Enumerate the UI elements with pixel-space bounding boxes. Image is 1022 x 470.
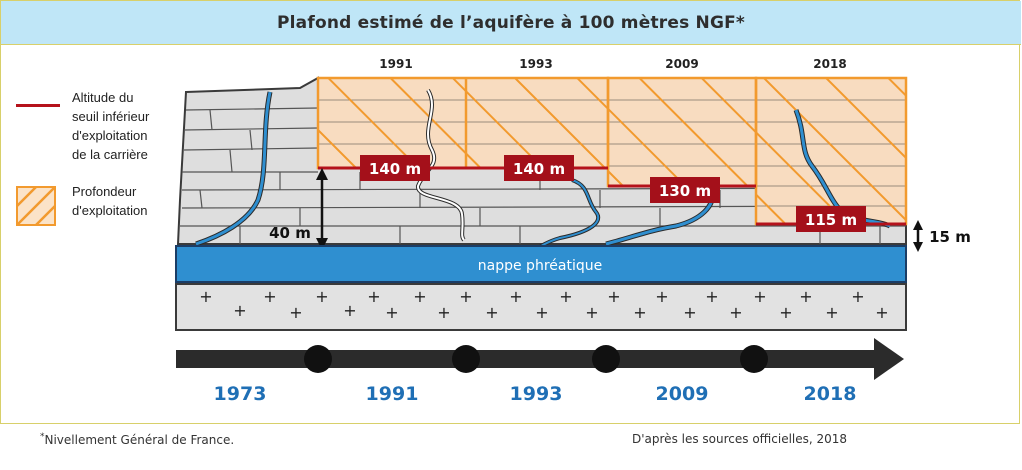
svg-text:+: + [683,303,696,322]
timeline-bar [176,350,876,368]
svg-text:+: + [729,303,742,322]
legend-threshold-line-1: Altitude du [72,90,134,105]
seuil-label-1: 140 m [360,155,430,181]
title-bar: Plafond estimé de l’aquifère à 100 mètre… [1,1,1021,45]
svg-text:+: + [779,303,792,322]
svg-text:+: + [851,287,864,306]
svg-text:+: + [825,303,838,322]
timeline-year-1993: 1993 [510,383,563,405]
block-year-2: 1993 [519,57,552,71]
figure-title: Plafond estimé de l’aquifère à 100 mètre… [276,12,746,33]
block-year-1: 1991 [379,57,412,71]
svg-text:+: + [799,287,812,306]
seuil-label-3-text: 130 m [659,182,711,200]
footnote-ngf: *Nivellement Général de France. [40,432,234,447]
seuil-label-4-text: 115 m [805,211,857,229]
timeline [176,338,904,380]
svg-text:+: + [413,287,426,306]
legend-threshold-line-3: d'exploitation [72,128,148,143]
footnote-ngf-text: Nivellement Général de France. [44,433,235,447]
legend: Altitude du seuil inférieur d'exploitati… [16,88,176,226]
svg-text:+: + [263,287,276,306]
seuil-label-2: 140 m [504,155,574,181]
timeline-year-2018: 2018 [804,383,857,405]
legend-depth: Profondeur d'exploitation [16,182,176,226]
svg-text:+: + [385,303,398,322]
legend-threshold-line-4: de la carrière [72,147,148,162]
svg-text:+: + [607,287,620,306]
gap-dimension: 40 m [269,168,328,250]
svg-text:+: + [343,301,356,320]
svg-text:+: + [509,287,522,306]
svg-text:+: + [875,303,888,322]
timeline-year-1991: 1991 [366,383,419,405]
timeline-marker-1 [304,345,332,373]
svg-text:+: + [485,303,498,322]
cross-section-diagram: 1991 1993 2009 2018 140 m 140 m 130 m 11… [175,57,971,405]
timeline-arrowhead [874,338,904,380]
seuil-label-3: 130 m [650,177,720,203]
quarry-excavation [316,76,908,226]
svg-text:+: + [633,303,646,322]
svg-text:+: + [199,287,212,306]
svg-text:+: + [315,287,328,306]
svg-text:+: + [585,303,598,322]
footnote-star: * [40,432,45,442]
block-year-4: 2018 [813,57,846,71]
timeline-marker-3 [592,345,620,373]
seuil-label-1-text: 140 m [369,160,421,178]
legend-threshold-line-2: seuil inférieur [72,109,150,124]
svg-text:+: + [459,287,472,306]
legend-threshold: Altitude du seuil inférieur d'exploitati… [16,88,176,164]
svg-text:+: + [705,287,718,306]
bedrock-layer: + + + + + + + + + + + + + + + + + + + + + + + + + + + + [175,283,907,331]
aquifer: nappe phréatique [175,245,907,283]
svg-text:+: + [437,303,450,322]
svg-text:+: + [233,301,246,320]
footnote-source: D'après les sources officielles, 2018 [632,432,848,446]
block-year-3: 2009 [665,57,698,71]
right-dimension: 15 m [913,220,971,252]
right-dimension-label: 15 m [929,228,971,246]
timeline-year-2009: 2009 [656,383,709,405]
svg-text:+: + [289,303,302,322]
fractures [195,88,892,254]
svg-text:+: + [559,287,572,306]
svg-text:+: + [753,287,766,306]
timeline-year-1973: 1973 [214,383,267,405]
timeline-marker-2 [452,345,480,373]
aquifer-label: nappe phréatique [478,258,602,274]
timeline-marker-4 [740,345,768,373]
gap-dimension-label: 40 m [269,224,311,242]
legend-depth-line-2: d'exploitation [72,203,148,218]
threshold-line-swatch [16,104,60,107]
hatch-swatch [16,186,56,226]
svg-text:+: + [367,287,380,306]
seuil-label-2-text: 140 m [513,160,565,178]
svg-text:+: + [655,287,668,306]
legend-depth-line-1: Profondeur [72,184,137,199]
svg-text:+: + [535,303,548,322]
seuil-label-4: 115 m [796,206,866,232]
